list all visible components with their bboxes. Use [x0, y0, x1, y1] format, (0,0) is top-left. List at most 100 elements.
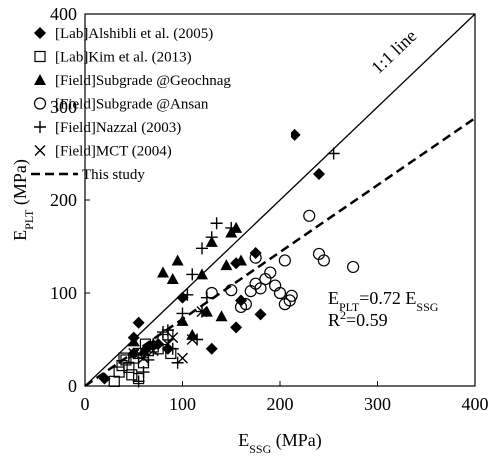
point [235, 254, 247, 266]
legend-marker [34, 50, 46, 63]
y-tick-label: 400 [50, 4, 77, 24]
point [196, 306, 208, 318]
point [132, 375, 145, 388]
x-axis-label: ESSG (MPa) [238, 430, 322, 456]
label-part: (MPa) [10, 159, 31, 210]
point [167, 332, 179, 344]
point [138, 352, 149, 364]
point [288, 128, 301, 141]
label-part: E [238, 430, 249, 450]
label-part: SSG [249, 442, 271, 456]
legend-marker [34, 27, 46, 39]
legend-label: [Field]Nazzal (2003) [55, 120, 181, 136]
label-part: PLT [339, 300, 360, 314]
point [285, 289, 298, 302]
label-part: E [328, 288, 339, 308]
point [200, 291, 213, 304]
point [347, 260, 360, 274]
y-tick-label: 100 [50, 283, 77, 303]
point [162, 338, 174, 350]
x-tick-label: 100 [169, 394, 196, 414]
point [113, 366, 125, 378]
point [120, 354, 132, 366]
point [127, 335, 140, 347]
legend-marker [34, 121, 46, 133]
legend-marker [33, 97, 47, 110]
label-part: PLT [22, 209, 36, 230]
point [234, 300, 248, 314]
point [108, 375, 120, 387]
y-tick-label: 300 [50, 97, 77, 117]
legend-marker [34, 145, 46, 156]
point [254, 308, 267, 321]
point [313, 167, 325, 180]
legend-marker [34, 74, 46, 85]
x-tick-label: 300 [364, 394, 391, 414]
point [171, 254, 184, 266]
line-label: 1:1 line [367, 26, 420, 78]
point [205, 342, 218, 355]
point [249, 247, 262, 260]
legend-label: This study [82, 167, 145, 183]
legend-label: [Field]Subgrade @Geochnag [55, 73, 231, 89]
point [147, 345, 159, 357]
label-part: =0.59 [346, 310, 388, 330]
point [137, 366, 150, 379]
point [157, 266, 169, 278]
point [264, 266, 277, 279]
label-part: (MPa) [271, 430, 322, 451]
point [303, 209, 316, 222]
point [177, 352, 188, 364]
legend-label: [Lab]Alshibli et al. (2005) [55, 26, 213, 42]
x-tick-label: 400 [462, 394, 489, 414]
point [327, 147, 340, 160]
y-axis-label: EPLT (MPa) [10, 159, 36, 241]
point [157, 326, 169, 339]
point [215, 310, 228, 322]
label-part: E [10, 230, 30, 241]
point [220, 259, 233, 271]
point [196, 268, 208, 280]
point [128, 347, 140, 359]
point [196, 242, 208, 255]
x-tick-label: 0 [81, 394, 90, 414]
point [186, 334, 198, 345]
point [235, 294, 247, 307]
point [249, 251, 262, 264]
point [230, 321, 243, 334]
label-part: R [328, 310, 340, 330]
y-tick-label: 200 [50, 190, 77, 210]
x-tick-label: 200 [267, 394, 294, 414]
point [205, 286, 218, 300]
label-part: =0.72 E [359, 288, 416, 308]
point [132, 316, 145, 329]
point [147, 338, 160, 351]
annotation: EPLT=0.72 ESSG [328, 288, 439, 314]
annotation: R2=0.59 [328, 308, 388, 330]
point [205, 231, 218, 244]
point [273, 286, 287, 300]
point [225, 284, 238, 297]
point [98, 372, 111, 385]
point [176, 307, 189, 320]
point [186, 268, 199, 281]
plot-frame [84, 13, 476, 387]
legend-label: [Lab]Kim et al. (2013) [55, 50, 192, 66]
point [278, 254, 291, 267]
one-to-one-line [84, 13, 476, 387]
point [317, 254, 330, 267]
point [225, 221, 238, 234]
point [166, 273, 179, 285]
point [161, 324, 174, 337]
point [181, 288, 194, 301]
legend-label: [Field]MCT (2004) [55, 144, 172, 160]
point [126, 369, 138, 381]
point [254, 282, 267, 295]
point [176, 314, 189, 326]
point [137, 344, 150, 356]
label-part: 2 [340, 308, 346, 322]
point [210, 217, 223, 230]
legend-label: [Field]Subgrade @Ansan [55, 97, 209, 113]
legend-background [86, 15, 291, 175]
